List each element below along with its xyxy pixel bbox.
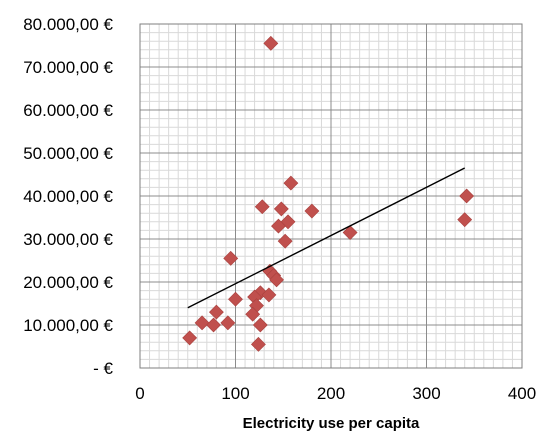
data-point	[182, 330, 198, 346]
plot-area-frame	[139, 23, 523, 369]
data-point	[223, 250, 239, 266]
data-point	[206, 317, 221, 333]
data-point	[245, 306, 261, 322]
trend-line	[187, 167, 466, 309]
data-point	[254, 199, 270, 215]
x-tick-label: 200	[317, 384, 345, 403]
y-tick-label: 10.000,00 €	[23, 316, 113, 335]
data-point	[342, 225, 358, 240]
y-tick-label: - €	[93, 359, 113, 378]
data-point	[304, 203, 320, 219]
data-point	[250, 336, 266, 352]
y-axis-tick-labels: - € 10.000,00 € 20.000,00 € 30.000,00 € 40.0…	[23, 15, 113, 378]
data-point	[220, 315, 236, 331]
y-tick-label: 40.000,00 €	[23, 187, 113, 206]
data-point	[263, 35, 279, 51]
data-point	[252, 317, 268, 333]
data-point	[261, 287, 277, 303]
data-point	[273, 201, 289, 217]
data-point	[194, 315, 210, 331]
x-tick-label: 300	[412, 384, 440, 403]
y-tick-label: 20.000,00 €	[23, 273, 113, 292]
data-point	[271, 218, 286, 234]
x-tick-label: 100	[221, 384, 249, 403]
data-point	[277, 233, 293, 249]
data-point	[457, 212, 473, 228]
x-axis-label: Electricity use per capita	[243, 415, 420, 432]
x-tick-label: 0	[135, 384, 144, 403]
data-point	[228, 291, 243, 307]
data-point	[283, 175, 299, 191]
y-tick-label: 70.000,00 €	[23, 58, 113, 77]
data-points	[182, 35, 475, 352]
y-tick-label: 50.000,00 €	[23, 144, 113, 163]
data-point	[459, 188, 475, 204]
y-tick-label: 30.000,00 €	[23, 230, 113, 249]
data-point	[208, 304, 224, 320]
data-point	[269, 272, 284, 288]
y-tick-label: 80.000,00 €	[23, 15, 113, 34]
y-tick-label: 60.000,00 €	[23, 101, 113, 120]
x-tick-label: 400	[508, 384, 536, 403]
x-axis-tick-labels: 0 100 200 300 400	[135, 384, 536, 403]
